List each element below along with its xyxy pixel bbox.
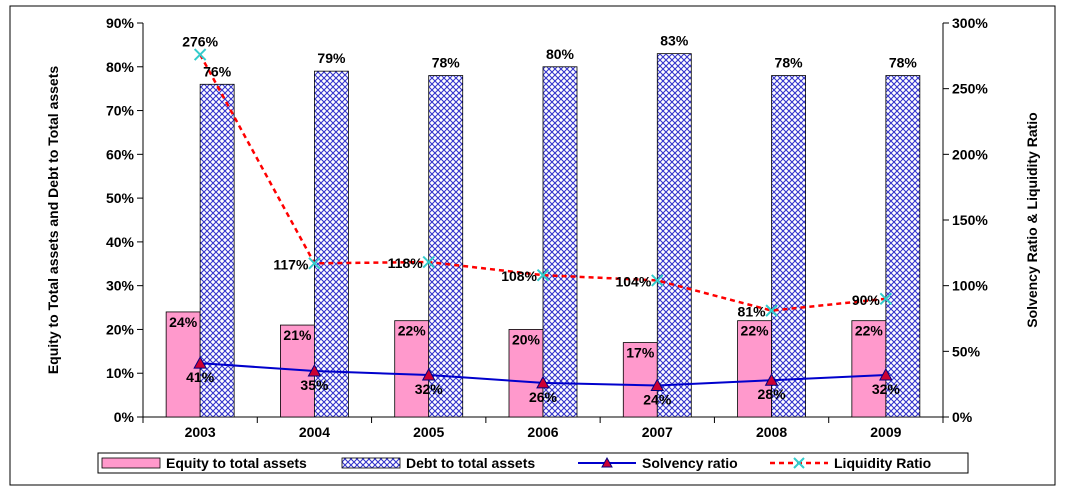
y-tick-label-left: 10% (106, 365, 135, 381)
y-tick-label-right: 50% (952, 343, 981, 359)
data-label-solvency: 24% (643, 391, 672, 407)
legend-label: Solvency ratio (642, 455, 738, 471)
legend-label: Equity to total assets (166, 455, 307, 471)
bar-debt-to-total-assets (543, 67, 577, 417)
data-label-equity: 22% (398, 323, 427, 339)
data-label-equity: 17% (626, 345, 655, 361)
x-tick-label: 2006 (527, 424, 558, 440)
data-label-liquidity: 90% (852, 292, 881, 308)
x-tick-label: 2009 (870, 424, 901, 440)
x-tick-label: 2005 (413, 424, 444, 440)
y-axis-title-left: Equity to Total assets and Debt to Total… (45, 66, 61, 375)
data-label-solvency: 32% (872, 381, 901, 397)
y-tick-label-left: 60% (106, 146, 135, 162)
data-label-equity: 24% (169, 314, 198, 330)
data-label-liquidity: 118% (388, 255, 424, 271)
data-label-liquidity: 81% (738, 304, 767, 320)
legend-swatch-debt (342, 458, 400, 468)
data-label-liquidity: 117% (273, 256, 309, 272)
data-label-equity: 22% (855, 323, 884, 339)
y-tick-label-right: 0% (952, 409, 973, 425)
data-label-solvency: 41% (186, 369, 215, 385)
data-label-debt: 78% (775, 55, 804, 71)
y-tick-label-left: 80% (106, 59, 135, 75)
bar-debt-to-total-assets (886, 76, 920, 417)
data-label-debt: 78% (889, 55, 918, 71)
bar-debt-to-total-assets (772, 76, 806, 417)
y-tick-label-right: 200% (952, 146, 988, 162)
y-tick-label-left: 0% (114, 409, 135, 425)
data-label-equity: 22% (741, 323, 770, 339)
data-label-liquidity: 104% (615, 273, 651, 289)
bar-debt-to-total-assets (429, 76, 463, 417)
bar-debt-to-total-assets (314, 71, 348, 417)
y-tick-label-left: 70% (106, 103, 135, 119)
data-label-equity: 20% (512, 331, 541, 347)
data-label-solvency: 35% (300, 377, 329, 393)
x-tick-label: 2003 (185, 424, 216, 440)
data-label-liquidity: 108% (501, 268, 537, 284)
data-label-debt: 83% (660, 33, 689, 49)
data-label-equity: 21% (283, 327, 312, 343)
y-tick-label-left: 40% (106, 234, 135, 250)
y-tick-label-left: 30% (106, 278, 135, 294)
data-label-debt: 78% (432, 55, 461, 71)
data-label-liquidity: 276% (182, 34, 218, 50)
y-axis-title-right: Solvency Ratio & Liquidity Ratio (1024, 112, 1040, 327)
data-label-debt: 76% (203, 63, 232, 79)
legend-label: Debt to total assets (406, 455, 535, 471)
bar-debt-to-total-assets (657, 54, 691, 417)
y-tick-label-right: 250% (952, 81, 988, 97)
y-tick-label-left: 90% (106, 15, 135, 31)
y-tick-label-left: 20% (106, 321, 135, 337)
x-tick-label: 2007 (642, 424, 673, 440)
x-tick-label: 2008 (756, 424, 787, 440)
data-label-solvency: 32% (415, 381, 444, 397)
data-label-solvency: 26% (529, 389, 558, 405)
y-tick-label-left: 50% (106, 190, 135, 206)
y-tick-label-right: 150% (952, 212, 988, 228)
data-label-debt: 80% (546, 46, 575, 62)
data-label-debt: 79% (317, 50, 346, 66)
y-tick-label-right: 100% (952, 278, 988, 294)
legend-label: Liquidity Ratio (834, 455, 931, 471)
legend-swatch-equity (102, 458, 160, 468)
data-label-solvency: 28% (758, 386, 787, 402)
x-tick-label: 2004 (299, 424, 330, 440)
y-tick-label-right: 300% (952, 15, 988, 31)
